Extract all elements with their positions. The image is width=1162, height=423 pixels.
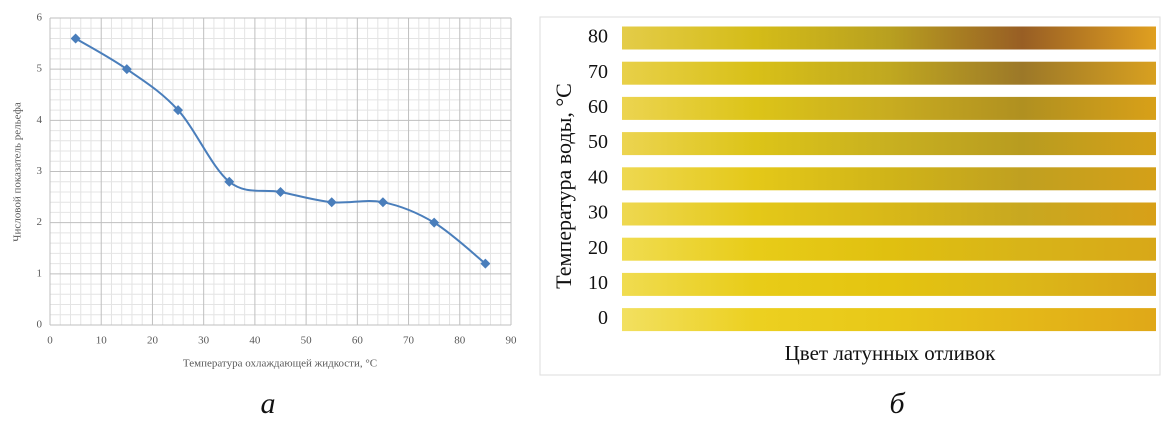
color-strip xyxy=(622,238,1156,261)
x-tick-label: 80 xyxy=(454,335,466,347)
color-strip xyxy=(622,97,1156,120)
x-tick-label: 50 xyxy=(301,335,313,347)
color-strip xyxy=(622,203,1156,226)
color-strip xyxy=(622,273,1156,296)
y-tick-label: 6 xyxy=(37,12,43,24)
y-tick-label: 30 xyxy=(588,202,608,224)
point xyxy=(429,218,439,228)
panel-label: б xyxy=(889,387,905,420)
color-strip xyxy=(622,132,1156,155)
y-tick-label: 5 xyxy=(37,63,43,75)
y-tick-label: 1 xyxy=(37,267,43,279)
point xyxy=(276,187,286,197)
point xyxy=(71,33,81,43)
y-axis-label: Числовой показатель рельефа xyxy=(12,102,24,242)
y-tick-label: 10 xyxy=(588,272,608,294)
y-tick-label: 70 xyxy=(588,61,608,83)
y-axis-label: Температура воды, °С xyxy=(551,83,576,289)
y-tick-label: 50 xyxy=(588,131,608,153)
x-axis-label: Цвет латунных отливок xyxy=(785,341,997,365)
page: Температура охлаждающей жидкости, °С Чис… xyxy=(0,0,1162,423)
x-tick-label: 20 xyxy=(147,335,159,347)
color-strip xyxy=(622,308,1156,331)
y-tick-label: 40 xyxy=(588,166,608,188)
x-tick-label: 60 xyxy=(352,335,364,347)
point xyxy=(378,197,388,207)
x-tick-label: 40 xyxy=(249,335,261,347)
x-tick-label: 10 xyxy=(96,335,108,347)
y-tick-label: 20 xyxy=(588,237,608,259)
y-tick-label: 2 xyxy=(37,216,43,228)
x-tick-label: 0 xyxy=(47,335,53,347)
color-strip xyxy=(622,27,1156,50)
point xyxy=(327,197,337,207)
y-tick-label: 80 xyxy=(588,26,608,48)
color-strip xyxy=(622,62,1156,85)
x-tick-label: 90 xyxy=(506,335,518,347)
x-axis-label: Температура охлаждающей жидкости, °С xyxy=(183,358,377,370)
y-tick-label: 60 xyxy=(588,96,608,118)
x-tick-label: 30 xyxy=(198,335,210,347)
x-tick-label: 70 xyxy=(403,335,415,347)
y-tick-label: 0 xyxy=(37,319,43,331)
y-tick-label: 4 xyxy=(37,114,43,126)
panel-label: а xyxy=(261,387,276,420)
y-tick-label: 0 xyxy=(598,307,608,329)
color-strip xyxy=(622,167,1156,190)
y-tick-label: 3 xyxy=(37,165,43,177)
figure: Температура охлаждающей жидкости, °С Чис… xyxy=(0,0,1162,423)
